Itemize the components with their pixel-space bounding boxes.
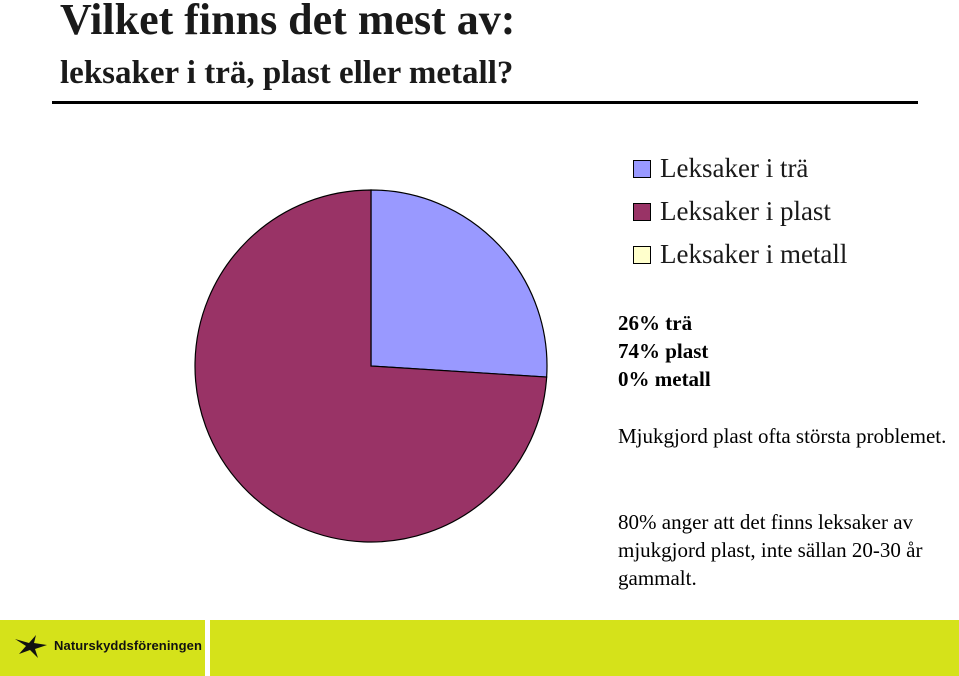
legend-swatch — [633, 202, 651, 221]
title-divider — [52, 101, 918, 104]
pie-slice-tra — [370, 189, 548, 378]
slide-title: Vilket finns det mest av: — [60, 0, 516, 44]
stat-plast: 74% plast — [618, 339, 709, 363]
legend-item-plast: Leksaker i plast — [633, 190, 847, 233]
percentage-summary: 26% trä 74% plast 0% metall — [618, 309, 711, 393]
pie-chart — [194, 189, 548, 543]
stat-tra: 26% trä — [618, 311, 693, 335]
legend-swatch — [633, 245, 651, 264]
legend-label: Leksaker i metall — [660, 239, 848, 269]
legend-swatch — [633, 159, 651, 178]
note-soft-plastic: Mjukgjord plast ofta största problemet. — [618, 424, 947, 448]
stat-metall: 0% metall — [618, 367, 711, 391]
brand-name: Naturskyddsföreningen — [54, 637, 203, 653]
pie-slice-plast — [194, 189, 548, 543]
swift-bird-icon — [15, 635, 47, 658]
legend-label: Leksaker i trä — [660, 153, 809, 183]
legend-label: Leksaker i plast — [660, 196, 831, 226]
legend-item-tra: Leksaker i trä — [633, 147, 847, 190]
slide-subtitle: leksaker i trä, plast eller metall? — [60, 55, 514, 91]
footer-band-right — [210, 620, 959, 676]
note-survey-result: 80% anger att det finns leksaker av mjuk… — [618, 510, 923, 590]
chart-legend: Leksaker i trä Leksaker i plast Leksaker… — [633, 147, 847, 276]
brand-logo[interactable]: Naturskyddsföreningen — [14, 630, 202, 660]
legend-item-metall: Leksaker i metall — [633, 233, 847, 276]
